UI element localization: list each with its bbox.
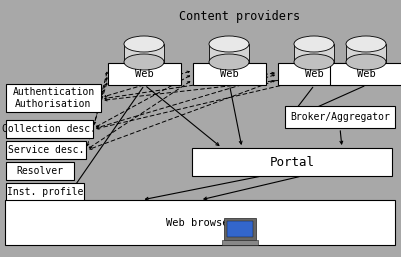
FancyArrowPatch shape bbox=[96, 76, 189, 127]
Bar bbox=[124, 44, 164, 62]
Ellipse shape bbox=[345, 54, 385, 70]
Bar bbox=[192, 148, 391, 176]
FancyBboxPatch shape bbox=[223, 218, 255, 240]
FancyArrowPatch shape bbox=[87, 83, 107, 146]
Bar bbox=[209, 44, 248, 62]
Text: Web: Web bbox=[356, 69, 375, 79]
Bar bbox=[277, 63, 350, 85]
FancyArrowPatch shape bbox=[145, 177, 259, 200]
FancyArrowPatch shape bbox=[105, 74, 325, 101]
FancyArrowPatch shape bbox=[146, 87, 218, 145]
Bar bbox=[6, 162, 74, 180]
Bar bbox=[329, 63, 401, 85]
FancyArrowPatch shape bbox=[89, 80, 274, 149]
FancyArrowPatch shape bbox=[105, 72, 273, 99]
Text: Portal: Portal bbox=[269, 155, 314, 169]
FancyArrowPatch shape bbox=[298, 86, 363, 115]
FancyArrowPatch shape bbox=[97, 75, 273, 128]
FancyArrowPatch shape bbox=[292, 87, 312, 114]
FancyBboxPatch shape bbox=[221, 240, 257, 245]
Ellipse shape bbox=[124, 36, 164, 52]
Bar bbox=[6, 120, 93, 138]
Bar bbox=[284, 106, 394, 128]
Bar bbox=[6, 183, 84, 201]
Bar bbox=[6, 141, 86, 159]
Text: Broker/Aggregator: Broker/Aggregator bbox=[290, 112, 389, 122]
Text: Inst. profile: Inst. profile bbox=[7, 187, 83, 197]
FancyArrowPatch shape bbox=[104, 71, 189, 97]
FancyArrowPatch shape bbox=[67, 87, 143, 197]
FancyArrowPatch shape bbox=[97, 74, 326, 129]
Text: Resolver: Resolver bbox=[16, 166, 63, 176]
Text: Web: Web bbox=[304, 69, 323, 79]
Text: Content providers: Content providers bbox=[179, 10, 300, 23]
Ellipse shape bbox=[209, 36, 248, 52]
Bar bbox=[108, 63, 180, 85]
Bar bbox=[6, 84, 101, 112]
Text: Web browser: Web browser bbox=[165, 217, 234, 227]
FancyArrowPatch shape bbox=[93, 78, 107, 124]
FancyArrowPatch shape bbox=[229, 88, 241, 144]
Text: Service desc.: Service desc. bbox=[8, 145, 84, 155]
FancyBboxPatch shape bbox=[227, 221, 252, 237]
Text: Web: Web bbox=[135, 69, 154, 79]
Text: Collection desc.: Collection desc. bbox=[2, 124, 96, 134]
Ellipse shape bbox=[293, 36, 333, 52]
Bar bbox=[5, 200, 394, 245]
Text: Web: Web bbox=[220, 69, 238, 79]
Text: Authentication
Authorisation: Authentication Authorisation bbox=[12, 87, 94, 109]
FancyArrowPatch shape bbox=[89, 82, 189, 148]
Ellipse shape bbox=[124, 54, 164, 70]
Bar bbox=[192, 63, 265, 85]
Bar bbox=[345, 44, 385, 62]
Bar bbox=[293, 44, 333, 62]
Ellipse shape bbox=[293, 54, 333, 70]
FancyArrowPatch shape bbox=[339, 131, 342, 144]
Ellipse shape bbox=[345, 36, 385, 52]
Ellipse shape bbox=[209, 54, 248, 70]
FancyArrowPatch shape bbox=[101, 72, 107, 92]
FancyArrowPatch shape bbox=[203, 177, 299, 200]
